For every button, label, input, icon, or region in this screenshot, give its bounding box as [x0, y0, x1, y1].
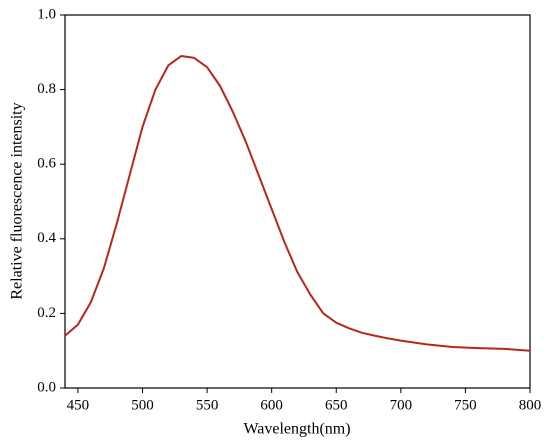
x-tick-label: 550	[196, 397, 219, 413]
y-tick-label: 0.6	[37, 156, 56, 172]
y-tick-label: 0.4	[37, 230, 56, 246]
x-tick-label: 600	[260, 397, 283, 413]
plot-frame	[64, 14, 531, 389]
x-tick-label: 450	[67, 397, 90, 413]
x-tick-label: 500	[131, 397, 154, 413]
y-tick-label: 0.2	[37, 305, 56, 321]
y-tick-label: 0.0	[37, 379, 56, 395]
x-tick-label: 750	[454, 397, 477, 413]
x-tick-label: 800	[519, 397, 542, 413]
x-tick-label: 700	[390, 397, 413, 413]
x-axis-title: Wavelength(nm)	[243, 421, 350, 438]
line-series	[64, 55, 531, 352]
y-tick-label: 1.0	[37, 6, 56, 22]
x-tick-label: 650	[325, 397, 348, 413]
y-tick-label: 0.8	[37, 81, 56, 97]
y-axis-title: Relative fluorescence intensity	[9, 102, 26, 299]
